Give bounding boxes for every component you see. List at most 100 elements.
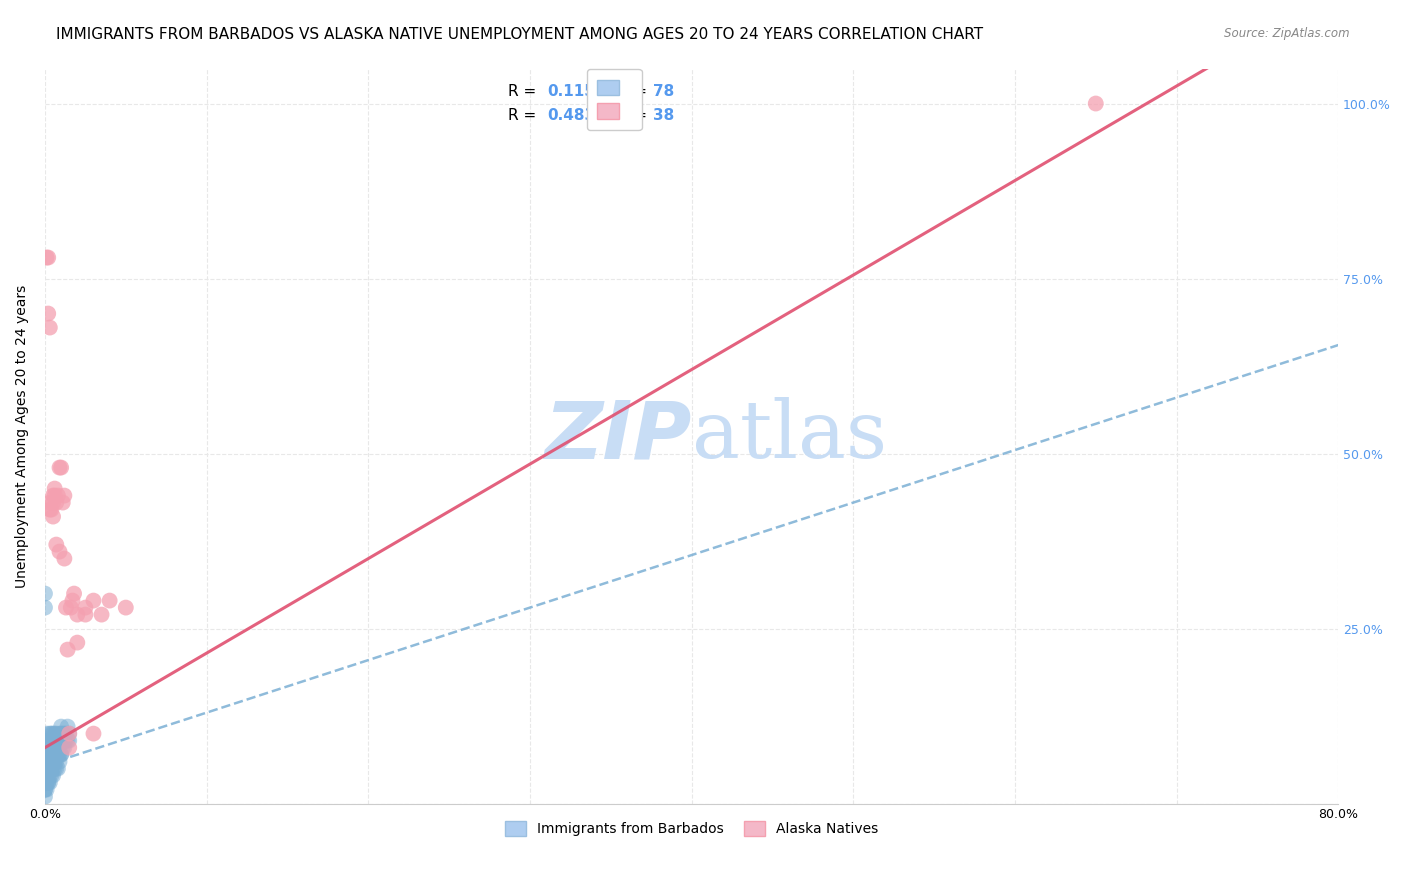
Point bbox=[37, 762, 59, 776]
Text: IMMIGRANTS FROM BARBADOS VS ALASKA NATIVE UNEMPLOYMENT AMONG AGES 20 TO 24 YEARS: IMMIGRANTS FROM BARBADOS VS ALASKA NATIV… bbox=[56, 27, 983, 42]
Point bbox=[53, 489, 76, 503]
Point bbox=[48, 747, 70, 762]
Point bbox=[38, 762, 60, 776]
Point bbox=[42, 509, 65, 524]
Point bbox=[56, 733, 79, 747]
Text: ZIP: ZIP bbox=[544, 397, 692, 475]
Point bbox=[46, 762, 69, 776]
Point bbox=[53, 551, 76, 566]
Point bbox=[37, 307, 59, 321]
Point bbox=[45, 747, 67, 762]
Point bbox=[37, 733, 59, 747]
Point bbox=[49, 747, 72, 762]
Point bbox=[49, 747, 72, 762]
Point bbox=[42, 762, 65, 776]
Point bbox=[98, 593, 121, 607]
Point bbox=[53, 733, 76, 747]
Point bbox=[52, 495, 75, 509]
Point bbox=[45, 538, 67, 552]
Point bbox=[38, 775, 60, 789]
Point bbox=[44, 482, 66, 496]
Point bbox=[45, 726, 67, 740]
Point bbox=[42, 495, 65, 509]
Point bbox=[35, 782, 58, 797]
Point bbox=[44, 740, 66, 755]
Point bbox=[35, 755, 58, 769]
Text: atlas: atlas bbox=[692, 397, 887, 475]
Point bbox=[34, 782, 56, 797]
Point bbox=[63, 586, 86, 600]
Point bbox=[35, 775, 58, 789]
Point bbox=[37, 775, 59, 789]
Point bbox=[35, 769, 58, 783]
Point bbox=[53, 726, 76, 740]
Point bbox=[75, 600, 97, 615]
Point bbox=[38, 502, 60, 516]
Point bbox=[58, 740, 80, 755]
Point bbox=[48, 460, 70, 475]
Point bbox=[41, 740, 63, 755]
Point bbox=[1084, 96, 1107, 111]
Point bbox=[55, 600, 77, 615]
Text: R =: R = bbox=[508, 108, 541, 123]
Point bbox=[59, 600, 82, 615]
Point bbox=[34, 789, 56, 804]
Point bbox=[41, 502, 63, 516]
Point bbox=[56, 720, 79, 734]
Point bbox=[58, 733, 80, 747]
Point bbox=[49, 460, 72, 475]
Point bbox=[38, 733, 60, 747]
Point bbox=[37, 755, 59, 769]
Text: N =: N = bbox=[617, 84, 652, 99]
Point bbox=[48, 740, 70, 755]
Text: 38: 38 bbox=[652, 108, 673, 123]
Point bbox=[37, 775, 59, 789]
Point bbox=[41, 747, 63, 762]
Point bbox=[56, 642, 79, 657]
Point bbox=[37, 251, 59, 265]
Point bbox=[42, 740, 65, 755]
Point bbox=[46, 747, 69, 762]
Point bbox=[49, 726, 72, 740]
Point bbox=[35, 251, 58, 265]
Point bbox=[45, 755, 67, 769]
Point bbox=[75, 607, 97, 622]
Point bbox=[38, 320, 60, 334]
Point bbox=[66, 607, 89, 622]
Point bbox=[52, 740, 75, 755]
Point bbox=[35, 733, 58, 747]
Point bbox=[48, 544, 70, 558]
Point bbox=[34, 782, 56, 797]
Text: 78: 78 bbox=[652, 84, 673, 99]
Point bbox=[41, 726, 63, 740]
Point bbox=[44, 733, 66, 747]
Point bbox=[66, 635, 89, 649]
Point bbox=[35, 726, 58, 740]
Point bbox=[48, 726, 70, 740]
Point bbox=[42, 733, 65, 747]
Text: 0.115: 0.115 bbox=[547, 84, 595, 99]
Point bbox=[34, 586, 56, 600]
Point bbox=[35, 775, 58, 789]
Point bbox=[38, 726, 60, 740]
Point bbox=[35, 747, 58, 762]
Point bbox=[41, 769, 63, 783]
Point bbox=[44, 726, 66, 740]
Point bbox=[37, 747, 59, 762]
Point bbox=[49, 733, 72, 747]
Point bbox=[46, 489, 69, 503]
Point bbox=[90, 607, 112, 622]
Point bbox=[42, 769, 65, 783]
Text: Source: ZipAtlas.com: Source: ZipAtlas.com bbox=[1225, 27, 1350, 40]
Point bbox=[34, 600, 56, 615]
Point bbox=[53, 740, 76, 755]
Point bbox=[44, 762, 66, 776]
Point bbox=[35, 740, 58, 755]
Point bbox=[42, 726, 65, 740]
Point bbox=[46, 740, 69, 755]
Point bbox=[44, 489, 66, 503]
Point bbox=[38, 747, 60, 762]
Point bbox=[37, 740, 59, 755]
Point bbox=[82, 726, 104, 740]
Y-axis label: Unemployment Among Ages 20 to 24 years: Unemployment Among Ages 20 to 24 years bbox=[15, 285, 30, 588]
